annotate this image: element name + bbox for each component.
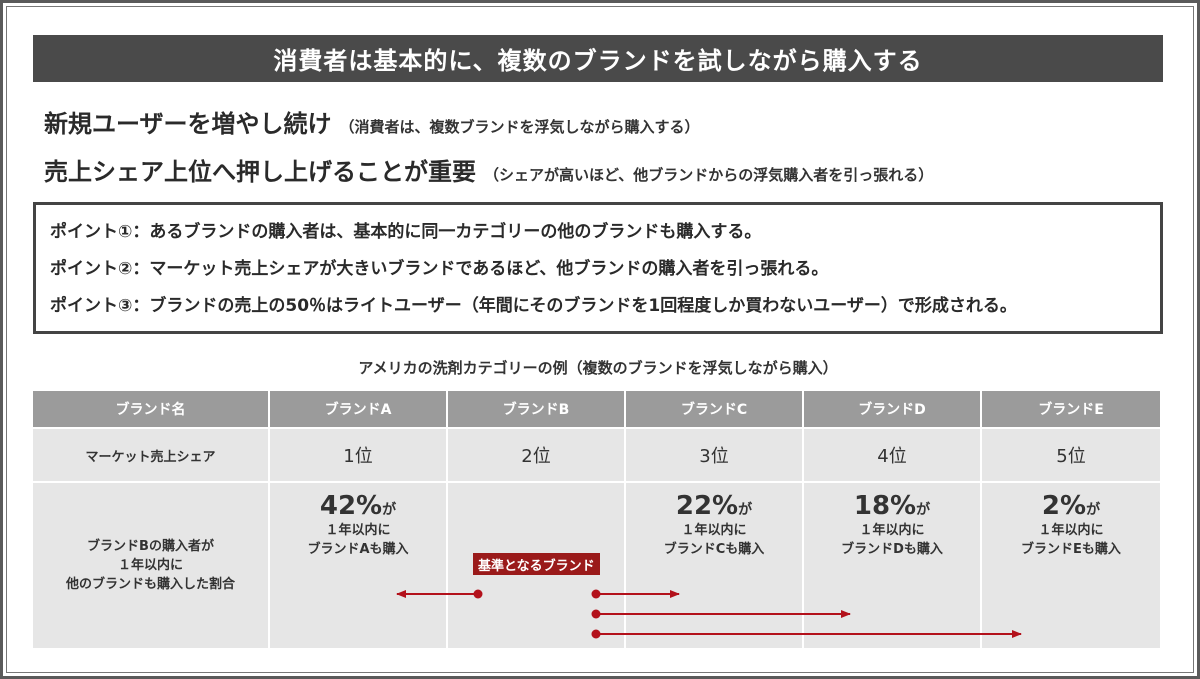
column-divider <box>446 429 448 481</box>
column-divider <box>446 483 448 648</box>
share-desc-line: ブランドCも購入 <box>663 542 765 557</box>
column-divider <box>980 429 982 481</box>
share-brand-c: 22%が １年以内に ブランドCも購入 <box>626 491 802 559</box>
column-divider <box>268 429 270 481</box>
point-1: ポイント①：あるブランドの購入者は、基本的に同一カテゴリーの他のブランドも購入す… <box>50 222 762 242</box>
share-desc-line: １年以内に <box>325 523 391 538</box>
headline-1-note: （消費者は、複数ブランドを浮気しながら購入する） <box>339 118 700 136</box>
points-box: ポイント①：あるブランドの購入者は、基本的に同一カテゴリーの他のブランドも購入す… <box>33 202 1163 334</box>
share-percent: 22% <box>675 491 739 521</box>
share-label-line: 他のブランドも購入した割合 <box>65 577 235 592</box>
table-header-row: ブランド名 ブランドA ブランドB ブランドC ブランドD ブランドE <box>33 391 1160 427</box>
share-desc-line: ブランドAも購入 <box>307 542 409 557</box>
share-brand-d: 18%が １年以内に ブランドDも購入 <box>804 491 980 559</box>
brand-table: ブランド名 ブランドA ブランドB ブランドC ブランドD ブランドE マーケッ… <box>33 391 1160 648</box>
point-2: ポイント②：マーケット売上シェアが大きいブランドであるほど、他ブランドの購入者を… <box>50 259 829 279</box>
column-divider <box>802 483 804 648</box>
column-divider <box>446 391 448 427</box>
share-label-line: １年以内に <box>117 558 183 573</box>
table-caption: アメリカの洗剤カテゴリーの例（複数のブランドを浮気しながら購入） <box>358 359 838 377</box>
column-divider <box>802 391 804 427</box>
slide-title: 消費者は基本的に、複数のブランドを試しながら購入する <box>33 35 1163 82</box>
rank-brand-a: 1位 <box>343 446 373 467</box>
rank-row-label: マーケット売上シェア <box>85 449 216 465</box>
headline-2: 売上シェア上位へ押し上げることが重要 （シェアが高いほど、他ブランドからの浮気購入… <box>44 152 933 187</box>
header-brand-a: ブランドA <box>324 402 392 418</box>
share-percent: 2% <box>1041 491 1087 521</box>
share-desc-line: １年以内に <box>859 523 925 538</box>
share-suffix: が <box>382 502 397 518</box>
share-desc-line: ブランドEも購入 <box>1021 542 1121 557</box>
share-row-label: ブランドBの購入者が １年以内に 他のブランドも購入した割合 <box>33 483 268 648</box>
share-suffix: が <box>738 502 753 518</box>
column-divider <box>624 483 626 648</box>
headline-1: 新規ユーザーを増やし続け （消費者は、複数ブランドを浮気しながら購入する） <box>44 104 700 139</box>
column-divider <box>268 391 270 427</box>
market-share-rank-row: マーケット売上シェア 1位 2位 3位 4位 5位 <box>33 429 1160 481</box>
share-suffix: が <box>1086 502 1101 518</box>
column-divider <box>624 429 626 481</box>
headline-2-note: （シェアが高いほど、他ブランドからの浮気購入者を引っ張れる） <box>484 166 934 184</box>
share-brand-e: 2%が １年以内に ブランドEも購入 <box>982 491 1160 559</box>
rank-brand-d: 4位 <box>877 446 907 467</box>
share-brand-a: 42%が １年以内に ブランドAも購入 <box>270 491 446 559</box>
header-brand-e: ブランドE <box>1038 402 1104 418</box>
header-brand-c: ブランドC <box>680 402 748 418</box>
rank-brand-b: 2位 <box>521 446 551 467</box>
column-divider <box>268 483 270 648</box>
column-divider <box>980 391 982 427</box>
inner-frame <box>6 6 1194 673</box>
baseline-brand-badge: 基準となるブランド <box>473 553 600 575</box>
share-percent: 42% <box>319 491 383 521</box>
headline-2-main: 売上シェア上位へ押し上げることが重要 <box>44 158 476 186</box>
headline-1-main: 新規ユーザーを増やし続け <box>44 110 332 138</box>
header-brand-name: ブランド名 <box>115 402 186 418</box>
column-divider <box>980 483 982 648</box>
share-suffix: が <box>916 502 931 518</box>
share-desc-line: １年以内に <box>1038 523 1104 538</box>
share-desc-line: ブランドDも購入 <box>841 542 943 557</box>
rank-brand-e: 5位 <box>1056 446 1086 467</box>
header-brand-d: ブランドD <box>858 402 926 418</box>
share-label-line: ブランドBの購入者が <box>87 539 214 554</box>
point-3: ポイント③：ブランドの売上の50％はライトユーザー（年間にそのブランドを1回程度… <box>50 296 1017 316</box>
share-percent: 18% <box>853 491 917 521</box>
column-divider <box>624 391 626 427</box>
column-divider <box>802 429 804 481</box>
share-desc-line: １年以内に <box>681 523 747 538</box>
header-brand-b: ブランドB <box>502 402 570 418</box>
rank-brand-c: 3位 <box>699 446 729 467</box>
